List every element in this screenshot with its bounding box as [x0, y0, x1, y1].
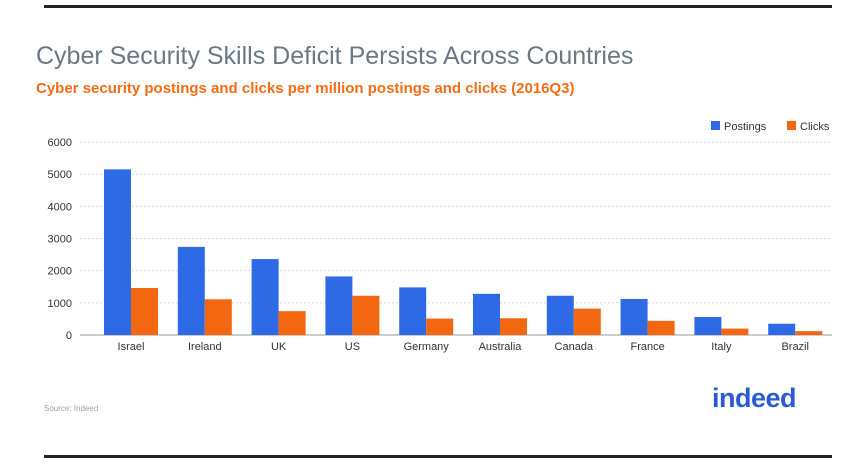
bar-clicks [426, 318, 454, 335]
x-tick-label: US [345, 341, 360, 353]
bar-postings [546, 295, 574, 335]
x-tick-label: UK [271, 341, 287, 353]
legend-label-clicks: Clicks [800, 121, 830, 133]
bar-postings [251, 259, 279, 335]
x-tick-label: Israel [118, 341, 145, 353]
bar-clicks [500, 318, 527, 335]
bottom-rule [44, 455, 832, 458]
bar-clicks [721, 328, 749, 335]
top-rule [44, 5, 832, 8]
legend-swatch-clicks [787, 121, 796, 130]
indeed-logo: indeed [712, 383, 797, 413]
bar-clicks [352, 295, 380, 335]
bar-postings [620, 298, 648, 335]
bar-clicks [647, 320, 675, 335]
chart-title: Cyber Security Skills Deficit Persists A… [36, 42, 634, 70]
bar-postings [325, 276, 353, 335]
bar-clicks [131, 288, 158, 335]
x-tick-label: Australia [479, 341, 523, 353]
x-tick-label: Ireland [188, 341, 222, 353]
y-tick-label: 1000 [48, 298, 72, 310]
legend-swatch-postings [711, 121, 720, 130]
bar-postings [104, 169, 131, 335]
source-note: Source: Indeed [44, 404, 99, 413]
y-tick-label: 0 [66, 330, 72, 342]
legend-label-postings: Postings [724, 121, 767, 133]
bar-clicks [278, 311, 306, 335]
bar-postings [473, 293, 500, 335]
chart-subtitle: Cyber security postings and clicks per m… [36, 80, 575, 97]
y-tick-label: 2000 [48, 266, 72, 278]
bar-clicks [204, 299, 232, 335]
x-tick-label: Brazil [781, 341, 809, 353]
y-tick-label: 4000 [48, 201, 72, 213]
bar-postings [399, 287, 427, 335]
bar-clicks [795, 331, 823, 335]
bar-postings [177, 246, 205, 335]
bar-clicks [573, 308, 601, 335]
bar-postings [768, 323, 796, 335]
x-tick-label: Canada [555, 341, 594, 353]
x-tick-label: Italy [711, 341, 732, 353]
y-tick-label: 5000 [48, 169, 72, 181]
y-tick-label: 3000 [48, 234, 72, 246]
x-tick-label: Germany [404, 341, 450, 353]
bar-postings [694, 316, 722, 335]
y-tick-label: 6000 [48, 137, 72, 149]
x-tick-label: France [630, 341, 664, 353]
